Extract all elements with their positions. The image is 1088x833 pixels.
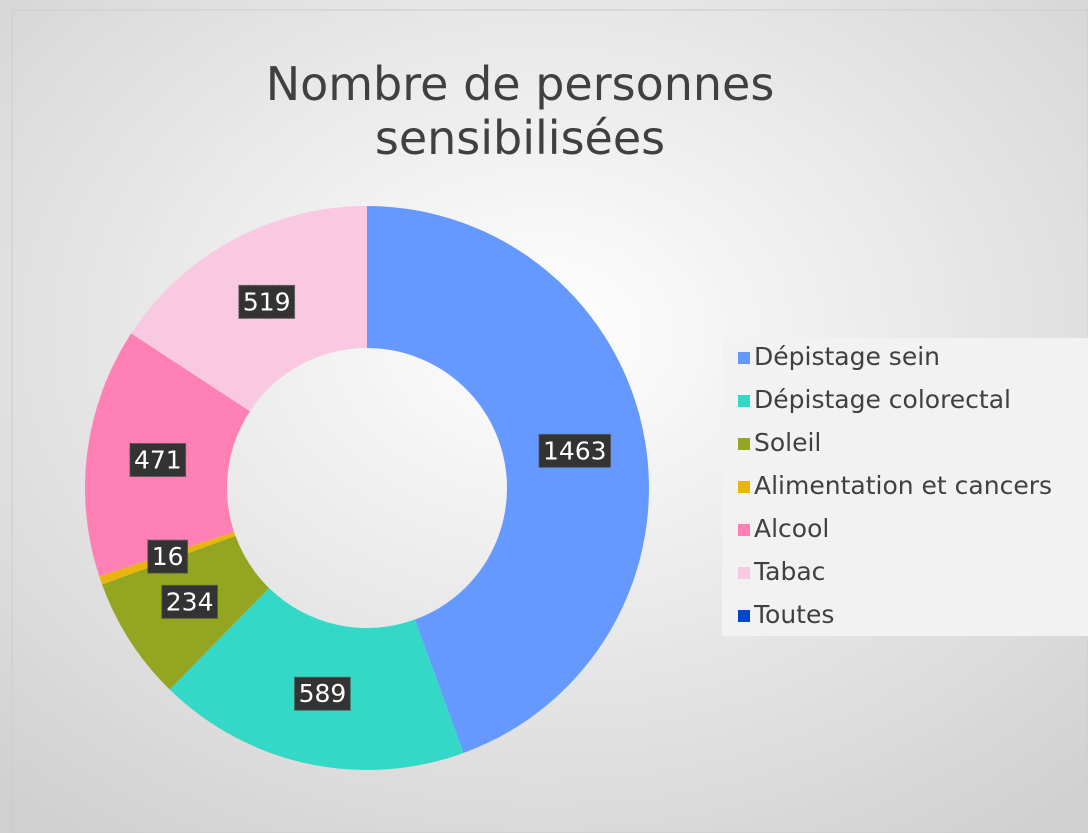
legend-swatch	[738, 610, 750, 622]
legend-swatch	[738, 524, 750, 536]
data-label-text: 1463	[543, 436, 607, 465]
data-label-text: 234	[166, 587, 214, 616]
chart-frame	[11, 9, 1088, 833]
data-label: 1463	[538, 433, 612, 468]
data-label-text: 589	[299, 679, 347, 708]
donut-slice	[367, 206, 649, 753]
legend-swatch	[738, 481, 750, 493]
data-label-box	[147, 539, 189, 574]
data-label-box	[161, 584, 219, 619]
legend-label: Soleil	[754, 428, 821, 457]
data-label-box	[129, 442, 187, 477]
data-label-box	[294, 676, 351, 711]
data-label-box	[538, 433, 612, 468]
legend-box	[722, 338, 1088, 636]
data-label-text: 519	[243, 287, 291, 316]
data-label: 519	[238, 284, 296, 319]
legend-swatch	[738, 395, 750, 407]
legend-swatch	[738, 567, 750, 579]
legend-swatch	[738, 352, 750, 364]
chart-title: Nombre de personnes sensibilisées	[266, 57, 775, 165]
data-label: 589	[294, 676, 351, 711]
data-label: 471	[129, 442, 187, 477]
data-label: 234	[161, 584, 219, 619]
data-label: 16	[147, 539, 189, 574]
data-label-text: 471	[134, 445, 182, 474]
legend-swatch	[738, 438, 750, 450]
legend-label: Dépistage sein	[754, 342, 940, 371]
legend-label: Dépistage colorectal	[754, 385, 1011, 414]
legend-label: Tabac	[753, 557, 825, 586]
legend-label: Toutes	[753, 600, 834, 629]
data-label-box	[238, 284, 296, 319]
legend-label: Alimentation et cancers	[754, 471, 1052, 500]
legend-label: Alcool	[754, 514, 829, 543]
data-label-text: 16	[152, 542, 184, 571]
